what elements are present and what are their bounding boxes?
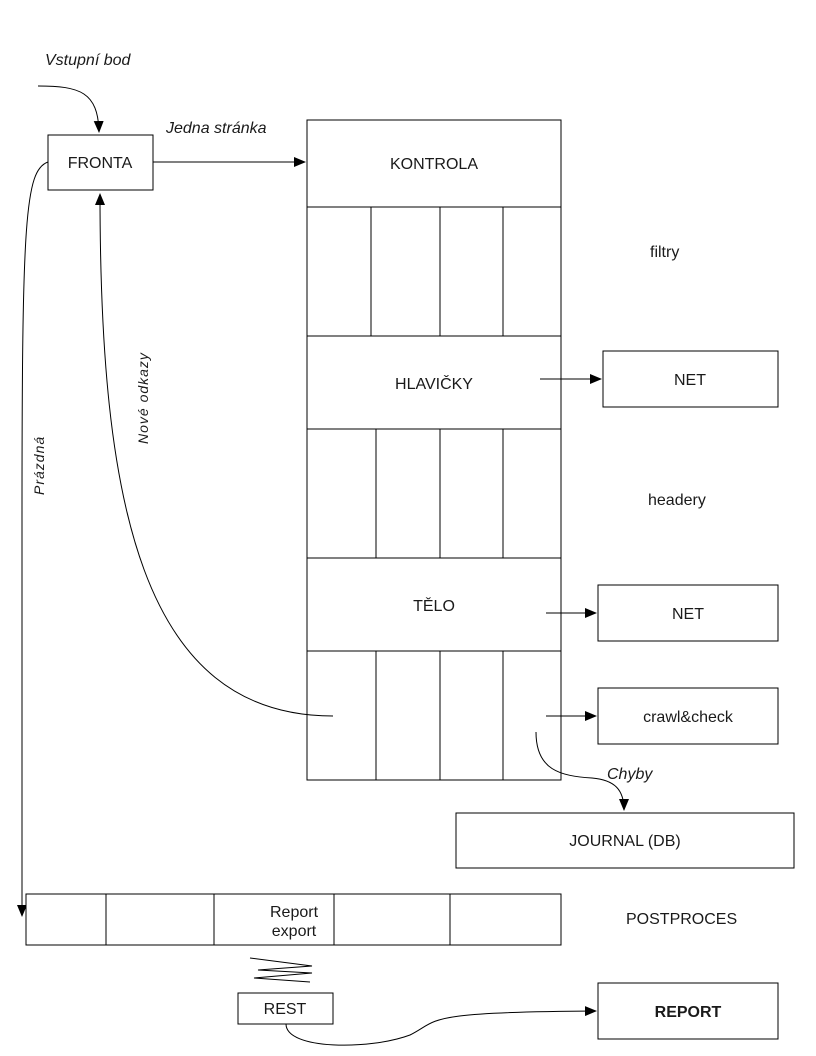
rest-box [237,992,334,1025]
journal-label: JOURNAL (DB) [569,833,680,850]
zigzag-connector [249,957,313,983]
new-links-label: Nové odkazy [135,352,151,444]
net-label-1: NET [674,372,706,389]
net-box-1 [602,350,779,408]
crawl-check-label: crawl&check [643,709,734,726]
postprocess-row [25,893,562,946]
errors-label: Chyby [607,766,653,783]
report-export-label-line2: export [272,923,317,940]
crawl-check-box [597,687,779,745]
headers-stage-label: HLAVIČKY [395,374,473,393]
net-box-2 [597,584,779,642]
report-export-label-line1: Report [270,904,319,921]
report-label: REPORT [655,1004,722,1021]
filters-label: filtry [650,244,679,261]
check-label: KONTROLA [390,156,478,173]
empty-queue-arrow [17,161,49,917]
one-page-label: Jedna stránka [165,120,267,137]
entry-point-label: Vstupní bod [45,52,132,69]
entry-arrow [37,85,104,133]
journal-box [455,812,795,869]
queue-box [47,134,154,191]
rest-label: REST [264,1001,307,1018]
rest-to-report-arrow [285,1006,597,1046]
headers-label: headery [648,492,706,509]
body-stage-label: TĚLO [413,596,455,615]
net-label-2: NET [672,606,704,623]
queue-label: FRONTA [68,155,133,172]
processing-column [306,119,562,781]
empty-label: Prázdná [31,436,47,495]
report-box [597,982,779,1040]
new-links-arrow [95,193,334,717]
errors-arrow [535,731,629,811]
postprocess-label: POSTPROCES [626,911,737,928]
